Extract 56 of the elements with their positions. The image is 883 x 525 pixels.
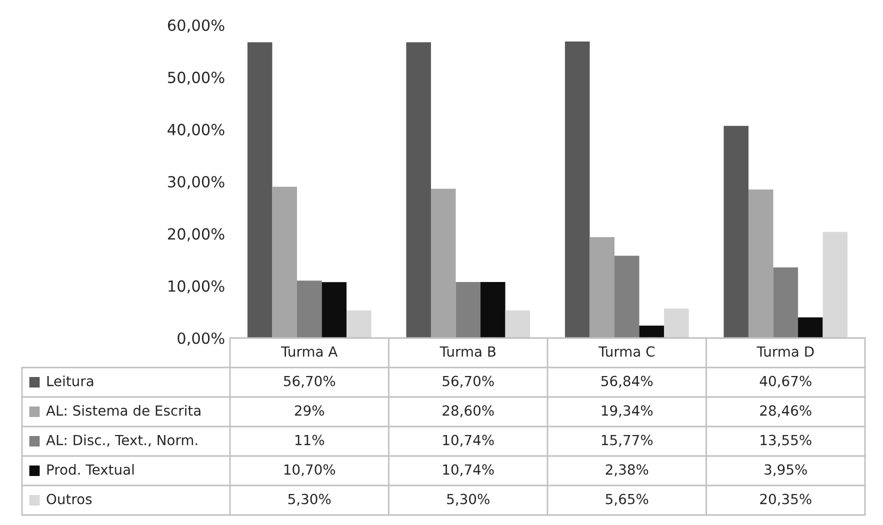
bar xyxy=(748,190,774,338)
bar xyxy=(406,42,431,338)
bar xyxy=(480,282,506,338)
data-label: 19,34% xyxy=(602,405,653,418)
data-label: 29% xyxy=(294,405,324,416)
data-label: 56,84% xyxy=(601,376,653,388)
data-label: 10,74% xyxy=(443,434,494,447)
bar xyxy=(272,186,297,338)
data-label: 10,74% xyxy=(443,464,494,476)
bar xyxy=(564,41,590,338)
legend-label: Prod. Textual xyxy=(47,464,134,475)
y-tick-label: 40,00% xyxy=(168,124,224,137)
data-label: 2,38% xyxy=(606,464,648,476)
y-tick-label: 50,00% xyxy=(168,72,224,85)
bar xyxy=(247,42,272,338)
x-tick-label: Turma A xyxy=(281,346,338,357)
bar xyxy=(639,326,664,338)
legend-label: Outros xyxy=(46,494,92,504)
data-label: 11% xyxy=(295,434,324,446)
data-label: 40,67% xyxy=(760,376,812,388)
bar xyxy=(822,232,848,338)
x-tick-label: Turma D xyxy=(756,346,814,357)
bar xyxy=(346,310,372,338)
data-label: 5,30% xyxy=(288,494,331,506)
bar xyxy=(296,280,322,338)
bar xyxy=(773,267,798,338)
data-label: 13,55% xyxy=(760,434,812,447)
x-tick-label: Turma B xyxy=(440,346,496,357)
bar xyxy=(590,237,614,338)
data-label: 15,77% xyxy=(602,434,653,447)
data-label: 56,70% xyxy=(442,376,494,388)
data-label: 28,60% xyxy=(442,405,494,418)
y-tick-label: 60,00% xyxy=(168,19,224,33)
y-tick-label: 20,00% xyxy=(168,228,224,242)
bar xyxy=(430,188,456,338)
bar xyxy=(614,256,640,338)
data-label: 5,30% xyxy=(447,494,490,506)
data-label: 20,35% xyxy=(760,494,812,506)
bar xyxy=(798,317,823,338)
legend-label: Leitura xyxy=(47,376,94,386)
data-label: 10,70% xyxy=(284,464,336,476)
y-tick-label: 10,00% xyxy=(168,280,224,294)
data-label: 28,46% xyxy=(760,405,812,418)
bar xyxy=(724,126,748,338)
bar xyxy=(456,282,481,338)
data-label: 5,65% xyxy=(606,494,648,506)
bar xyxy=(664,308,689,338)
y-tick-label: 30,00% xyxy=(168,176,224,190)
data-label: 56,70% xyxy=(284,376,336,388)
legend-label: AL: Disc., Text., Norm. xyxy=(46,434,198,447)
bar xyxy=(505,310,530,338)
x-tick-label: Turma C xyxy=(598,346,655,357)
bar xyxy=(322,282,347,338)
y-tick-label: 0,00% xyxy=(178,332,224,346)
data-label: 3,95% xyxy=(764,464,807,476)
legend-label: AL: Sistema de Escrita xyxy=(46,405,200,416)
